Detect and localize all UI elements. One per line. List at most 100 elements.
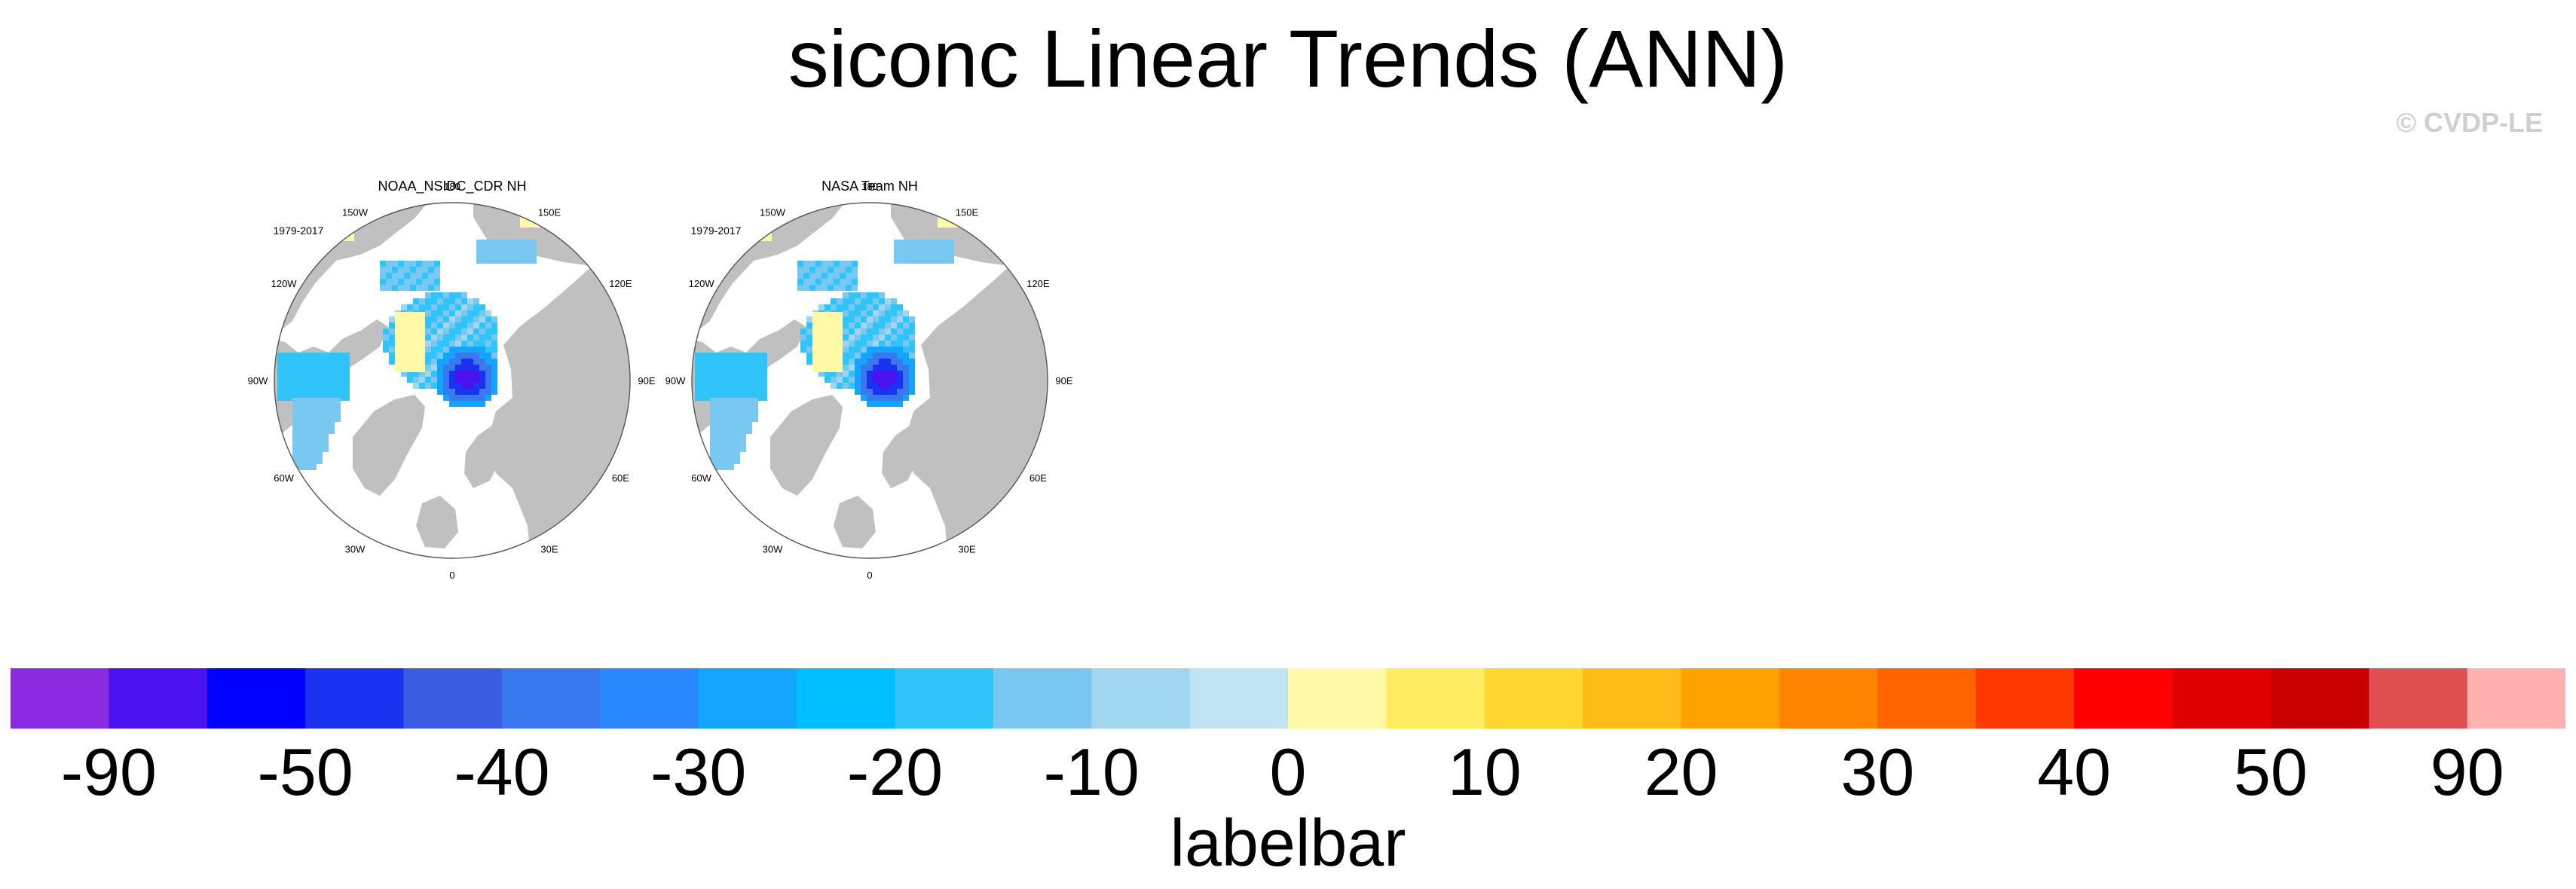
trend-cell [728,452,734,458]
trend-cell [879,335,885,341]
trend-cell [307,389,314,395]
trend-cell [413,348,419,354]
trend-cell [861,389,867,395]
trend-cell [395,348,401,354]
trend-cell [891,371,897,377]
trend-cell [437,359,443,365]
trend-cell [485,383,491,389]
trend-cell [737,377,743,383]
trend-cell [867,322,873,328]
trend-cell [903,316,909,322]
trend-cell [843,359,849,365]
colorbar-swatch [2467,668,2565,729]
trend-cell [317,410,323,416]
trend-cell [737,383,743,389]
trend-cell [467,395,473,401]
trend-cell [473,298,479,304]
trend-cell [277,389,283,395]
trend-cell [512,246,519,252]
trend-cell [449,401,455,407]
trend-cell [837,312,843,318]
trend-cell [461,328,467,335]
trend-cell [413,330,419,336]
trend-cell [467,401,473,407]
trend-cell [885,383,891,389]
trend-cell [761,365,767,371]
trend-cell [938,215,944,221]
longitude-label: 90E [638,375,655,386]
trend-cell [344,365,350,371]
trend-cell [449,298,455,304]
trend-cell [519,258,525,264]
trend-cell [525,246,531,252]
colorbar-swatch [698,668,797,729]
trend-cell [443,341,449,347]
land-greenland [353,395,425,496]
trend-cell [879,401,885,407]
trend-cell [525,258,531,264]
trend-cell [743,377,749,383]
trend-cell [734,416,740,422]
trend-cell [897,371,903,377]
trend-cell [885,341,891,347]
trend-cell [797,273,803,279]
trend-cell [437,298,443,304]
trend-cell [828,261,834,267]
trend-cell [852,279,858,285]
trend-cell [879,347,885,353]
trend-cell [425,359,431,365]
trend-cell [332,389,338,395]
trend-cell [903,395,909,401]
colorbar-title: labelbar [1170,805,1406,880]
trend-cell [488,252,494,258]
trend-cell [344,353,350,359]
trend-cell [903,322,909,328]
trend-cell [473,310,479,316]
trend-cell [843,310,849,316]
trend-cell [749,359,755,365]
trend-cell [852,261,858,267]
trend-cell [336,223,342,229]
trend-cell [831,324,837,330]
trend-cell [740,416,746,422]
trend-cell [479,371,485,377]
trend-cell [812,324,818,330]
trend-cell [320,389,326,395]
trend-cell [846,267,852,273]
trend-cell [843,316,849,322]
trend-cell [885,316,891,322]
trend-cell [749,365,755,371]
trend-cell [903,310,909,316]
trend-cell [283,359,289,365]
trend-cell [277,395,283,401]
trend-cell [292,398,298,404]
trend-cell [431,310,437,316]
trend-cell [413,354,419,360]
trend-cell [806,335,812,341]
trend-cell [323,434,329,440]
trend-cell [422,261,428,267]
trend-cell [314,365,320,371]
trend-cell [317,458,323,464]
trend-cell [476,246,482,252]
trend-cell [903,383,909,389]
longitude-label: 150E [538,207,561,218]
trend-cell [311,404,317,410]
trend-cell [289,365,295,371]
trend-cell [734,410,740,416]
trend-cell [461,347,467,353]
trend-cell [419,360,425,366]
trend-cell [950,221,956,228]
trend-cell [879,322,885,328]
trend-cell [818,360,825,366]
longitude-label: 120W [271,278,298,289]
trend-cell [840,279,846,285]
trend-cell [707,383,713,389]
trend-cell [425,316,431,322]
trend-cell [392,261,398,267]
trend-cell [719,383,725,389]
trend-cell [407,366,413,372]
trend-cell [338,353,344,359]
trend-cell [455,365,461,371]
land-iceland [416,496,458,548]
